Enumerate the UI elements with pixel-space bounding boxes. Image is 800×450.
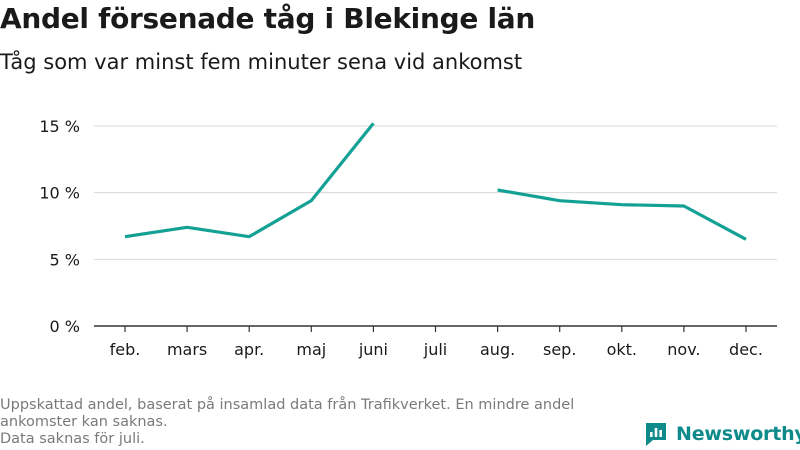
- footnote-missing-data: Data saknas för juli.: [0, 431, 145, 447]
- x-tick-label: apr.: [234, 340, 264, 359]
- x-tick-label: juni: [358, 340, 388, 359]
- footnote-source: Uppskattad andel, baserat på insamlad da…: [0, 397, 575, 430]
- x-tick-label: mars: [167, 340, 207, 359]
- footnote: Uppskattad andel, baserat på insamlad da…: [0, 397, 630, 448]
- y-tick-label: 15 %: [39, 117, 80, 136]
- bar-chart-bubble-icon: [646, 423, 666, 446]
- x-tick-label: juli: [423, 340, 447, 359]
- series-line: [497, 188, 747, 241]
- series-line: [124, 122, 375, 239]
- x-tick-label: nov.: [667, 340, 700, 359]
- x-tick-label: sep.: [543, 340, 576, 359]
- x-tick-label: dec.: [729, 340, 763, 359]
- y-tick-label: 0 %: [50, 317, 80, 336]
- line-chart: 0 % 5 % 10 % 15 % feb. mars apr. maj juni juli aug…: [39, 117, 777, 359]
- y-tick-label: 5 %: [50, 250, 80, 269]
- y-tick-label: 10 %: [39, 184, 80, 203]
- x-tick-label: feb.: [110, 340, 141, 359]
- x-tick-label: okt.: [607, 340, 637, 359]
- x-tick-label: maj: [296, 340, 326, 359]
- x-tick-label: aug.: [480, 340, 515, 359]
- brand-name: Newsworthy: [676, 423, 800, 445]
- brand-logo: Newsworthy: [644, 421, 800, 447]
- chart-title: Andel försenade tåg i Blekinge län: [0, 2, 535, 35]
- chart-subtitle: Tåg som var minst fem minuter sena vid a…: [0, 50, 523, 74]
